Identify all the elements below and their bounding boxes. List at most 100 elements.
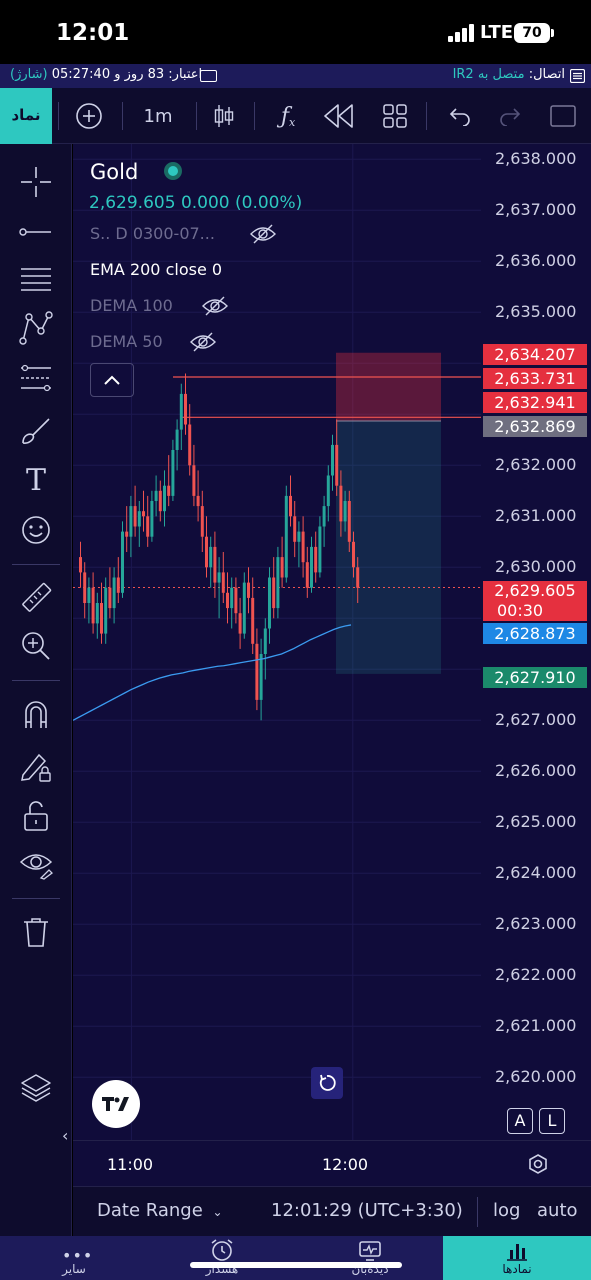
layers-icon[interactable] (16, 1068, 56, 1108)
monitor-icon (359, 1241, 381, 1261)
toolbar-divider (122, 102, 123, 130)
reset-chart-button[interactable] (311, 1067, 343, 1099)
nav-more[interactable]: ••• سایر (0, 1236, 148, 1280)
settings-icon[interactable] (527, 1153, 549, 1175)
take-profit-zone (336, 420, 441, 674)
plus-circle-icon[interactable] (74, 101, 104, 131)
charge-link[interactable]: (شارژ) (10, 67, 48, 82)
magnet-icon[interactable] (16, 694, 56, 734)
text-icon[interactable]: T (25, 462, 46, 498)
time-axis[interactable]: 11:00 12:00 (73, 1140, 591, 1186)
chevron-down-icon: ⌄ (212, 1205, 223, 1219)
countdown-label: 00:30 (497, 601, 544, 620)
horizontal-line-icon[interactable] (16, 212, 56, 252)
price-tick-label: 2,630.000 (495, 557, 577, 577)
indicator-label: S.. D 0300-07... (90, 224, 215, 243)
chevron-up-icon (104, 375, 120, 385)
time-tick-label: 11:00 (107, 1155, 154, 1174)
tools-divider (12, 564, 60, 565)
log-scale-button[interactable]: L (539, 1108, 565, 1134)
candle-body (289, 495, 292, 517)
projection-icon[interactable] (16, 358, 56, 398)
toolbar-divider (196, 102, 197, 130)
price-chart[interactable] (73, 144, 481, 1140)
zoom-in-icon[interactable] (16, 626, 56, 666)
crosshair-icon[interactable] (16, 162, 56, 202)
tradingview-logo[interactable] (92, 1080, 140, 1128)
pattern-icon[interactable] (16, 308, 56, 348)
indicator-dema-100[interactable]: DEMA 100 (90, 296, 173, 315)
candle-body (268, 577, 271, 629)
layout-icon[interactable] (380, 101, 410, 131)
candle-body (238, 613, 242, 634)
eye-off-icon[interactable] (190, 332, 216, 352)
price-tick-label: 2,621.000 (495, 1016, 577, 1036)
legend-quote: 2,629.605 0.000 (0.00%) (89, 193, 302, 213)
price-tick-label: 2,624.000 (495, 863, 577, 883)
eye-off-icon[interactable] (202, 296, 228, 316)
status-bar (0, 0, 591, 64)
fullscreen-icon[interactable] (548, 101, 578, 131)
price-tick-label: 2,625.000 (495, 812, 577, 832)
indicator-label: DEMA 50 (90, 332, 163, 351)
price-badge: 2,634.207 (483, 344, 587, 365)
trash-icon[interactable] (16, 912, 56, 952)
candle-body (326, 475, 330, 507)
credit-status: اعتبار: 83 روز و 05:27:40 (شارژ) (10, 67, 202, 82)
toolbar-divider (58, 102, 59, 130)
candle-body (83, 572, 87, 603)
candle-body (343, 501, 347, 522)
toolbar-divider (254, 102, 255, 130)
candle-body (175, 429, 179, 450)
eye-icon[interactable] (16, 844, 56, 884)
candle-body (146, 516, 150, 537)
undo-icon[interactable] (446, 101, 472, 131)
nav-symbols[interactable]: نمادها (443, 1236, 591, 1280)
auto-scale-button[interactable]: A (507, 1108, 533, 1134)
bottom-divider (477, 1197, 478, 1227)
redo-icon[interactable] (498, 101, 524, 131)
price-badge: 2,628.873 (483, 623, 587, 644)
collapse-panel-icon[interactable]: ‹ (62, 1126, 69, 1145)
interval-button[interactable]: 1m (143, 105, 173, 127)
indicator-dema-50[interactable]: DEMA 50 (90, 332, 163, 351)
lock-drawing-icon[interactable] (16, 746, 56, 786)
rewind-icon[interactable] (322, 101, 356, 131)
candle-body (356, 567, 360, 588)
price-axis[interactable]: 2,638.000 2,637.000 2,636.000 2,635.000 2,63… (481, 144, 591, 1140)
drawing-tools-panel: T (0, 144, 72, 1236)
symbol-button[interactable]: نماد (0, 88, 52, 144)
candle-body (121, 531, 124, 593)
brush-icon[interactable] (16, 410, 56, 450)
candles-icon[interactable] (210, 101, 238, 131)
price-badge: 2,632.869 (483, 416, 587, 437)
auto-toggle[interactable]: auto (537, 1200, 578, 1221)
indicator-session[interactable]: S.. D 0300-07... (90, 224, 215, 243)
nav-label: سایر (62, 1262, 86, 1276)
chart-clock[interactable]: 12:01:29 (UTC+3:30) (271, 1200, 463, 1221)
nav-alerts[interactable]: هشدار (148, 1236, 296, 1280)
candle-body (213, 546, 217, 583)
log-toggle[interactable]: log (493, 1200, 521, 1221)
ruler-icon[interactable] (16, 578, 56, 618)
fib-levels-icon[interactable] (16, 260, 56, 300)
price-badge-value: 2,634.207 (494, 345, 576, 364)
indicator-label: EMA 200 close 0 (90, 260, 223, 279)
nav-watchlist[interactable]: دیده‌بان (296, 1236, 444, 1280)
candle-body (293, 516, 297, 542)
nav-label: نمادها (502, 1262, 532, 1276)
eye-off-icon[interactable] (250, 224, 276, 244)
home-indicator (190, 1262, 402, 1268)
emoji-icon[interactable] (16, 510, 56, 550)
candle-body (133, 506, 137, 527)
indicator-ema[interactable]: EMA 200 close 0 (90, 260, 222, 279)
chart-area[interactable] (73, 144, 481, 1140)
candle-body (276, 557, 280, 609)
unlock-icon[interactable] (16, 796, 56, 836)
date-range-label: Date Range (97, 1200, 203, 1221)
date-range-button[interactable]: Date Range ⌄ (97, 1200, 223, 1221)
collapse-legend-button[interactable] (90, 363, 134, 397)
candle-body (318, 526, 322, 573)
candle-body (230, 587, 234, 609)
